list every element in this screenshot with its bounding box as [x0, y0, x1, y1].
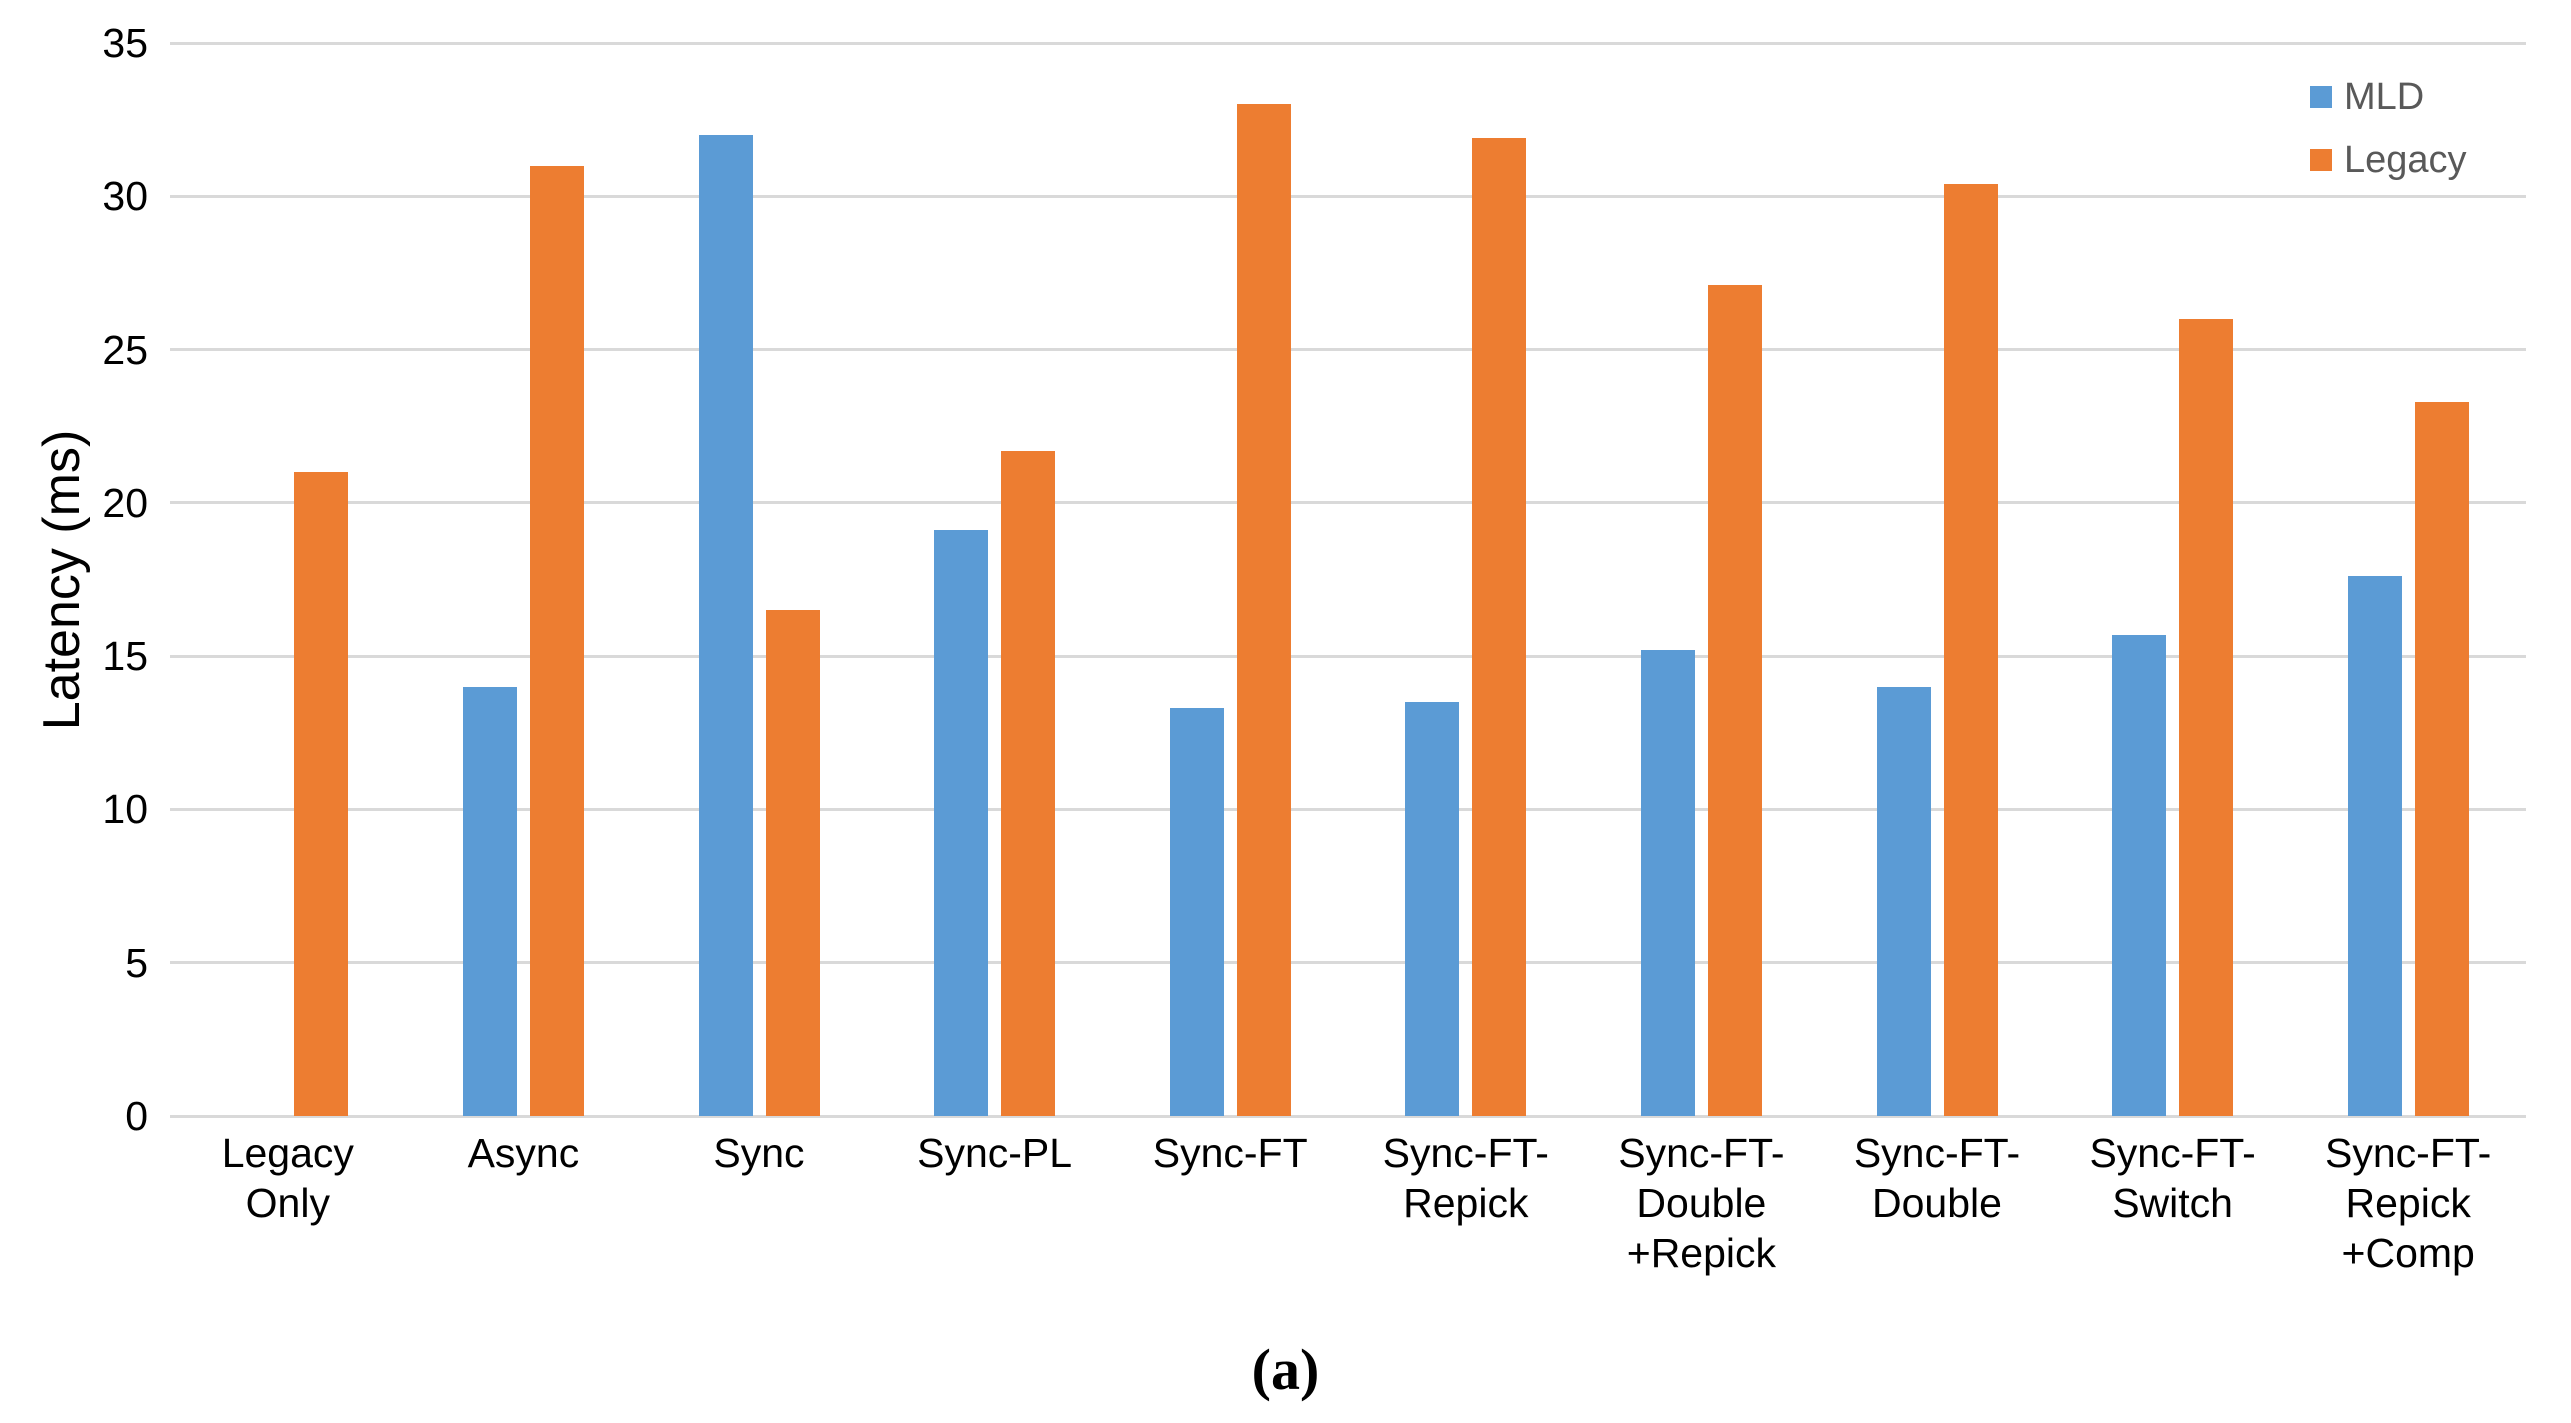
- x-tick-label-line: Double: [1636, 1180, 1767, 1226]
- y-tick-label: 15: [102, 633, 148, 680]
- gridline: [170, 41, 2526, 45]
- x-tick-label: Sync-FT: [1112, 1128, 1348, 1178]
- y-tick-label: 5: [125, 939, 148, 986]
- x-tick-label-line: Repick: [1403, 1180, 1529, 1226]
- x-tick-label: Sync-FT- Repick: [1348, 1128, 1584, 1228]
- legend: MLD Legacy: [2310, 72, 2467, 198]
- gridline: [170, 807, 2526, 811]
- bar: [698, 134, 753, 1116]
- x-tick-label: Sync-FT- Double +Repick: [1584, 1128, 1820, 1278]
- bar: [2179, 318, 2234, 1116]
- x-tick-label-line: Sync-PL: [917, 1130, 1073, 1176]
- x-tick-label: Sync: [641, 1128, 877, 1178]
- x-tick-label-line: Sync-FT-: [2325, 1130, 2492, 1176]
- bar: [1405, 702, 1460, 1116]
- x-tick-label-line: Sync: [713, 1130, 805, 1176]
- bar: [1943, 184, 1998, 1116]
- legend-swatch-mld-icon: [2310, 86, 2332, 108]
- x-tick-label-line: Sync-FT-: [1618, 1130, 1785, 1176]
- gridline: [170, 961, 2526, 965]
- bar: [2112, 634, 2167, 1116]
- bar: [1472, 138, 1527, 1116]
- y-axis-title: Latency (ms): [33, 429, 91, 731]
- x-tick-label-line: Only: [245, 1180, 330, 1226]
- gridline: [170, 194, 2526, 198]
- x-tick-label-line: Sync-FT-: [1853, 1130, 2021, 1176]
- x-tick-label-line: Sync-FT: [1152, 1130, 1308, 1176]
- bar: [462, 686, 517, 1116]
- gridline: [170, 501, 2526, 505]
- x-tick-label-line: Sync-FT-: [2089, 1130, 2256, 1176]
- legend-item-legacy: Legacy: [2310, 135, 2467, 185]
- x-tick-label-line: Switch: [2112, 1180, 2233, 1226]
- x-tick-label: Legacy Only: [170, 1128, 406, 1228]
- legend-label: MLD: [2344, 75, 2425, 118]
- bar: [1876, 686, 1931, 1116]
- figure-caption: (a): [1251, 1337, 1320, 1402]
- x-tick-label-line: +Repick: [1626, 1230, 1777, 1276]
- gridline: [170, 654, 2526, 658]
- bar: [2414, 401, 2469, 1116]
- x-tick-label-line: Double: [1872, 1180, 2002, 1226]
- bar: [1640, 650, 1695, 1116]
- legend-item-mld: MLD: [2310, 72, 2467, 122]
- legend-label: Legacy: [2344, 138, 2467, 181]
- y-tick-label: 10: [102, 786, 148, 833]
- x-tick-label: Sync-FT- Double: [1819, 1128, 2055, 1228]
- gridline: [170, 348, 2526, 352]
- y-tick-label: 30: [102, 173, 148, 220]
- bar: [529, 165, 584, 1116]
- bar: [765, 610, 820, 1116]
- bar: [934, 530, 989, 1116]
- y-tick-label: 35: [102, 20, 148, 66]
- x-tick-label-line: Repick: [2345, 1180, 2471, 1226]
- bar: [1001, 450, 1056, 1116]
- bar: [1707, 285, 1762, 1116]
- x-tick-label: Sync-PL: [877, 1128, 1113, 1178]
- gridline: [170, 1114, 2526, 1118]
- x-tick-label-line: Sync-FT-: [1382, 1130, 1549, 1176]
- x-tick-label-line: Async: [467, 1130, 580, 1176]
- bar: [1169, 708, 1224, 1116]
- x-tick-label: Sync-FT- Repick +Comp: [2290, 1128, 2526, 1278]
- bar: [1236, 104, 1291, 1116]
- x-tick-label-line: Legacy: [221, 1130, 354, 1176]
- x-tick-label-line: +Comp: [2341, 1230, 2475, 1276]
- bar: [294, 472, 349, 1116]
- legend-swatch-legacy-icon: [2310, 149, 2332, 171]
- x-tick-label: Async: [406, 1128, 642, 1178]
- y-tick-label: 25: [102, 326, 148, 373]
- y-tick-label: 0: [125, 1093, 148, 1139]
- bar: [2347, 576, 2402, 1116]
- x-tick-label: Sync-FT- Switch: [2055, 1128, 2291, 1228]
- y-tick-label: 20: [102, 479, 148, 526]
